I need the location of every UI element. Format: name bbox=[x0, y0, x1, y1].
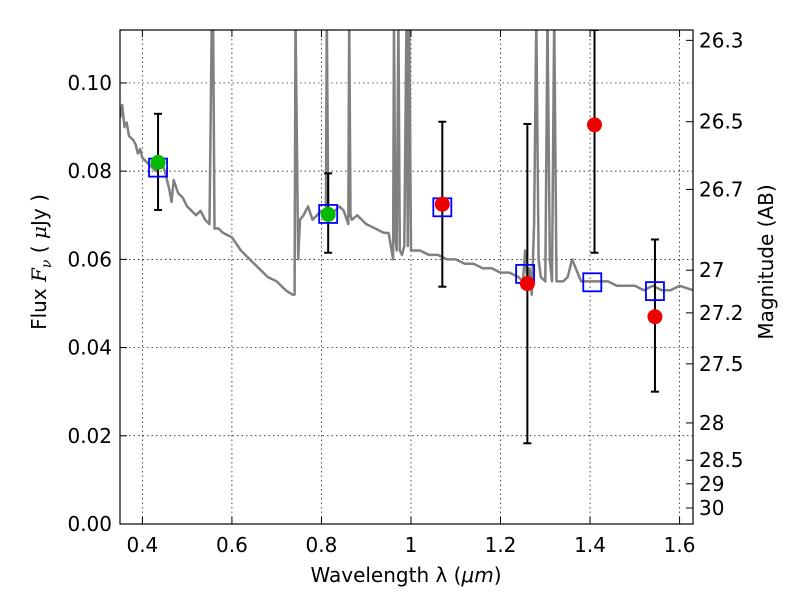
mag-tick-label: 28 bbox=[699, 411, 724, 435]
x-axis-ticks: 0.4 0.6 0.8 1 1.2 1.4 1.6 bbox=[126, 30, 695, 557]
mag-tick-label: 26.7 bbox=[699, 177, 744, 201]
x-tick-label: 0.6 bbox=[216, 533, 248, 557]
x-tick-label: 1.6 bbox=[664, 533, 696, 557]
right-axis-label: Magnitude (AB) bbox=[754, 184, 778, 339]
model-spectrum-layer bbox=[120, 30, 693, 296]
y-tick-label: 0.10 bbox=[67, 71, 112, 95]
x-axis-label: Wavelength λ (μm) bbox=[310, 563, 501, 587]
model-photometry-square bbox=[582, 272, 603, 293]
observed-flux-point bbox=[587, 117, 603, 133]
observed-flux-point bbox=[519, 276, 535, 292]
data-markers bbox=[148, 117, 665, 325]
mag-tick-label: 27.2 bbox=[699, 301, 744, 325]
x-tick-label: 1 bbox=[405, 533, 418, 557]
y-axis-label: Flux Fν ( μJy ) bbox=[27, 194, 55, 330]
mag-tick-label: 30 bbox=[699, 496, 724, 520]
x-tick-label: 0.8 bbox=[306, 533, 338, 557]
mag-tick-label: 29 bbox=[699, 472, 724, 496]
y-tick-label: 0.02 bbox=[67, 424, 112, 448]
observed-flux-point bbox=[434, 196, 450, 212]
mag-tick-label: 27 bbox=[699, 258, 724, 282]
model-photometry-square bbox=[318, 204, 339, 224]
observed-flux-point bbox=[320, 206, 336, 222]
x-tick-label: 1.2 bbox=[485, 533, 517, 557]
y-tick-label: 0.08 bbox=[67, 159, 112, 183]
model-photometry-square bbox=[645, 281, 665, 302]
y-axis-ticks: 0.00 0.02 0.04 0.06 0.08 0.10 bbox=[67, 71, 127, 536]
y-tick-label: 0.04 bbox=[67, 336, 112, 360]
y-tick-label: 0.00 bbox=[67, 512, 112, 536]
mag-tick-label: 28.5 bbox=[699, 448, 744, 472]
plot-frame bbox=[119, 29, 694, 525]
x-tick-label: 1.4 bbox=[574, 533, 606, 557]
model-spectrum-line bbox=[120, 30, 693, 296]
observed-flux-point bbox=[150, 154, 166, 170]
y-tick-label: 0.06 bbox=[67, 247, 112, 271]
mag-tick-label: 27.5 bbox=[699, 352, 744, 376]
mag-tick-label: 26.3 bbox=[699, 28, 744, 52]
mag-tick-label: 26.5 bbox=[699, 110, 744, 134]
observed-flux-point bbox=[647, 309, 663, 325]
x-tick-label: 0.4 bbox=[126, 533, 158, 557]
